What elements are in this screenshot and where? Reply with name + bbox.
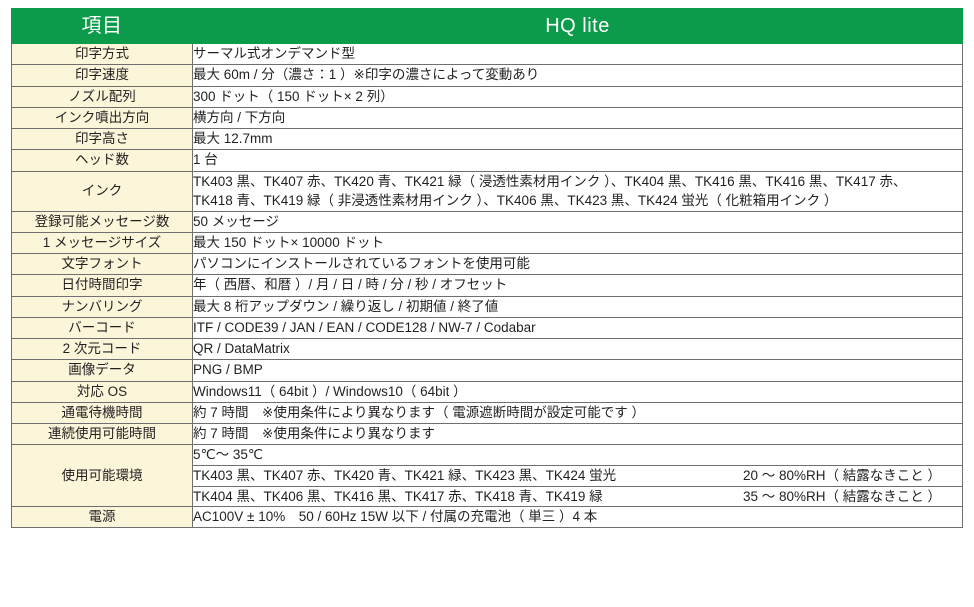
row-value-nozzle-array: 300 ドット（ 150 ドット× 2 列）	[192, 85, 963, 108]
row-label-image-data: 画像データ	[11, 359, 193, 382]
row-label-supported-os: 対応 OS	[11, 380, 193, 403]
table-row: 日付時間印字 年（ 西暦、和暦 ）/ 月 / 日 / 時 / 分 / 秒 / オ…	[11, 274, 963, 297]
row-value-supported-os: Windows11（ 64bit ）/ Windows10（ 64bit ）	[192, 380, 963, 403]
table-row: 1 メッセージサイズ 最大 150 ドット× 10000 ドット	[11, 231, 963, 255]
table-header-row: 項目 HQ lite	[11, 8, 963, 44]
environment-humidity-2: 35 ～ 80%RH（ 結露なきこと ）	[742, 488, 942, 504]
table-row: インク噴出方向 横方向 / 下方向	[11, 106, 963, 130]
row-value-head-count: 1 台	[192, 149, 963, 172]
row-label-message-count: 登録可能メッセージ数	[11, 210, 193, 233]
table-row: ノズル配列 300 ドット（ 150 ドット× 2 列）	[11, 85, 963, 108]
row-value-ink: TK403 黒、TK407 赤、TK420 青、TK421 緑（ 浸透性素材用イ…	[192, 170, 963, 212]
row-label-nozzle-array: ノズル配列	[11, 85, 193, 108]
environment-temperature-row: 5℃～ 35℃	[193, 445, 962, 466]
environment-ink-list-2: TK404 黒、TK406 黒、TK416 黒、TK417 赤、TK418 青、…	[193, 488, 603, 504]
row-label-datetime-print: 日付時間印字	[11, 274, 193, 297]
row-label-ink-direction: インク噴出方向	[11, 106, 193, 130]
row-label-print-method: 印字方式	[11, 42, 193, 66]
row-label-2d-code: 2 次元コード	[11, 338, 193, 361]
table-row: 電源 AC100V ± 10% 50 / 60Hz 15W 以下 / 付属の充電…	[11, 506, 963, 529]
row-label-ink: インク	[11, 170, 193, 212]
header-cell-item: 項目	[11, 8, 193, 44]
row-value-ink-direction: 横方向 / 下方向	[192, 106, 963, 130]
table-row: 連続使用可能時間 約 7 時間 ※使用条件により異なります	[11, 423, 963, 446]
environment-subtable: 5℃～ 35℃ TK403 黒、TK407 赤、TK420 青、TK421 緑、…	[193, 445, 962, 506]
header-cell-product: HQ lite	[192, 8, 963, 44]
table-row: ヘッド数 1 台	[11, 149, 963, 172]
row-value-standby-time: 約 7 時間 ※使用条件により異なります（ 電源遮断時間が設定可能です ）	[192, 401, 963, 425]
environment-humidity-row: TK404 黒、TK406 黒、TK416 黒、TK417 赤、TK418 青、…	[193, 486, 962, 506]
table-row: 文字フォント パソコンにインストールされているフォントを使用可能	[11, 253, 963, 276]
row-value-message-size: 最大 150 ドット× 10000 ドット	[192, 231, 963, 255]
row-value-image-data: PNG / BMP	[192, 359, 963, 382]
row-value-power-supply: AC100V ± 10% 50 / 60Hz 15W 以下 / 付属の充電池（ …	[192, 506, 963, 529]
ink-line-1: TK403 黒、TK407 赤、TK420 青、TK421 緑（ 浸透性素材用イ…	[193, 173, 907, 189]
row-value-font: パソコンにインストールされているフォントを使用可能	[192, 253, 963, 276]
specification-table: 項目 HQ lite 印字方式 サーマル式オンデマンド型 印字速度 最大 60m…	[11, 8, 963, 529]
environment-humidity-1: 20 ～ 80%RH（ 結露なきこと ）	[742, 467, 942, 483]
table-row: バーコード ITF / CODE39 / JAN / EAN / CODE128…	[11, 316, 963, 340]
row-value-2d-code: QR / DataMatrix	[192, 338, 963, 361]
environment-temperature-value: 5℃～ 35℃	[193, 447, 264, 463]
row-value-print-method: サーマル式オンデマンド型	[192, 42, 963, 66]
row-label-standby-time: 通電待機時間	[11, 401, 193, 425]
table-row: 対応 OS Windows11（ 64bit ）/ Windows10（ 64b…	[11, 380, 963, 403]
environment-ink-list-1: TK403 黒、TK407 赤、TK420 青、TK421 緑、TK423 黒、…	[193, 467, 617, 483]
spec-table-container: 項目 HQ lite 印字方式 サーマル式オンデマンド型 印字速度 最大 60m…	[11, 8, 963, 529]
row-label-head-count: ヘッド数	[11, 149, 193, 172]
table-row: 印字方式 サーマル式オンデマンド型	[11, 42, 963, 66]
row-label-print-height: 印字高さ	[11, 127, 193, 151]
table-row: 印字高さ 最大 12.7mm	[11, 127, 963, 151]
row-label-barcode: バーコード	[11, 316, 193, 340]
row-label-continuous-use-time: 連続使用可能時間	[11, 423, 193, 446]
row-label-power-supply: 電源	[11, 506, 193, 529]
table-row: ナンバリング 最大 8 桁アップダウン / 繰り返し / 初期値 / 終了値	[11, 295, 963, 318]
row-value-operating-environment: 5℃～ 35℃ TK403 黒、TK407 赤、TK420 青、TK421 緑、…	[192, 444, 963, 508]
row-value-barcode: ITF / CODE39 / JAN / EAN / CODE128 / NW-…	[192, 316, 963, 340]
row-value-message-count: 50 メッセージ	[192, 210, 963, 233]
row-value-print-speed: 最大 60m / 分（濃さ：1 ）※印字の濃さによって変動あり	[192, 64, 963, 87]
row-label-font: 文字フォント	[11, 253, 193, 276]
table-row: 通電待機時間 約 7 時間 ※使用条件により異なります（ 電源遮断時間が設定可能…	[11, 401, 963, 425]
row-value-datetime-print: 年（ 西暦、和暦 ）/ 月 / 日 / 時 / 分 / 秒 / オフセット	[192, 274, 963, 297]
row-label-operating-environment: 使用可能環境	[11, 444, 193, 508]
table-row: インク TK403 黒、TK407 赤、TK420 青、TK421 緑（ 浸透性…	[11, 170, 963, 212]
table-row-environment: 使用可能環境 5℃～ 35℃ TK403 黒、TK407 赤、TK4	[11, 444, 963, 508]
table-row: 印字速度 最大 60m / 分（濃さ：1 ）※印字の濃さによって変動あり	[11, 64, 963, 87]
row-label-numbering: ナンバリング	[11, 295, 193, 318]
row-label-print-speed: 印字速度	[11, 64, 193, 87]
row-value-continuous-use-time: 約 7 時間 ※使用条件により異なります	[192, 423, 963, 446]
table-row: 2 次元コード QR / DataMatrix	[11, 338, 963, 361]
table-row: 画像データ PNG / BMP	[11, 359, 963, 382]
row-label-message-size: 1 メッセージサイズ	[11, 231, 193, 255]
row-value-numbering: 最大 8 桁アップダウン / 繰り返し / 初期値 / 終了値	[192, 295, 963, 318]
ink-line-2: TK418 青、TK419 緑（ 非浸透性素材用インク ）、TK406 黒、TK…	[193, 193, 838, 209]
environment-humidity-row: TK403 黒、TK407 赤、TK420 青、TK421 緑、TK423 黒、…	[193, 465, 962, 486]
row-value-print-height: 最大 12.7mm	[192, 127, 963, 151]
table-row: 登録可能メッセージ数 50 メッセージ	[11, 210, 963, 233]
